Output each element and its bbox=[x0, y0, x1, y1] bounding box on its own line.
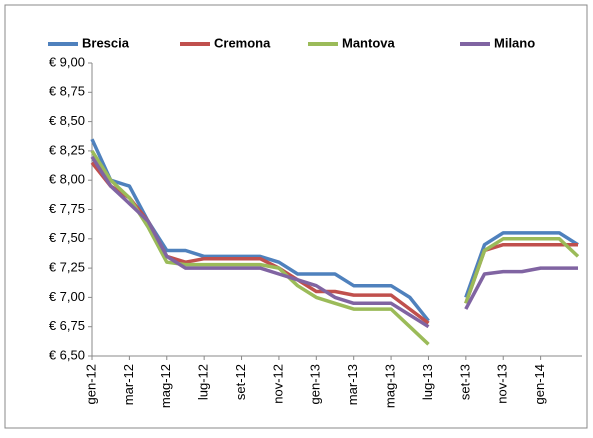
legend-label: Cremona bbox=[214, 35, 271, 50]
y-tick-label: € 8,00 bbox=[49, 172, 85, 187]
x-tick-label: gen-14 bbox=[532, 364, 547, 404]
y-tick-label: € 9,00 bbox=[49, 54, 85, 69]
y-tick-label: € 7,25 bbox=[49, 260, 85, 275]
y-tick-label: € 8,50 bbox=[49, 113, 85, 128]
chart-frame bbox=[4, 4, 588, 429]
x-tick-label: mag-12 bbox=[158, 364, 173, 408]
x-tick-label: mar-12 bbox=[121, 364, 136, 405]
y-tick-label: € 7,50 bbox=[49, 230, 85, 245]
y-tick-label: € 7,75 bbox=[49, 201, 85, 216]
x-tick-label: gen-13 bbox=[308, 364, 323, 404]
x-tick-label: nov-13 bbox=[495, 364, 510, 404]
y-tick-label: € 8,25 bbox=[49, 142, 85, 157]
legend-label: Milano bbox=[494, 35, 535, 50]
x-tick-label: set-12 bbox=[233, 364, 248, 400]
legend-label: Brescia bbox=[82, 35, 130, 50]
x-tick-label: lug-13 bbox=[420, 364, 435, 400]
y-tick-label: € 6,75 bbox=[49, 318, 85, 333]
x-tick-label: mag-13 bbox=[383, 364, 398, 408]
x-tick-label: lug-12 bbox=[196, 364, 211, 400]
series-line bbox=[90, 155, 578, 329]
x-tick-label: set-13 bbox=[457, 364, 472, 400]
x-tick-label: gen-12 bbox=[83, 364, 98, 404]
y-tick-label: € 8,75 bbox=[49, 84, 85, 99]
x-tick-label: mar-13 bbox=[345, 364, 360, 405]
y-tick-label: € 7,00 bbox=[49, 289, 85, 304]
x-tick-label: nov-12 bbox=[270, 364, 285, 404]
legend-label: Mantova bbox=[342, 35, 396, 50]
y-tick-label: € 6,50 bbox=[49, 347, 85, 362]
series-line bbox=[90, 149, 580, 346]
